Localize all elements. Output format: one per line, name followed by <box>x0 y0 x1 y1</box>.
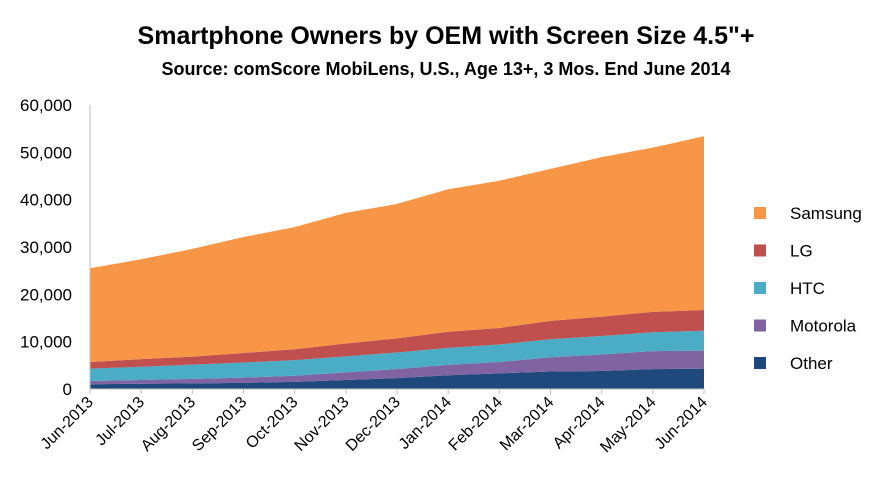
y-tick-label: 40,000 <box>20 191 72 210</box>
y-axis-ticks: 0 10,000 20,000 30,000 40,000 50,000 60,000 <box>20 96 72 399</box>
x-tick-label: May-2014 <box>597 394 659 456</box>
legend-label-samsung: Samsung <box>790 204 862 223</box>
x-tick-label: Feb-2014 <box>446 394 507 455</box>
x-tick-label: Mar-2014 <box>497 394 558 455</box>
area-samsung <box>90 136 704 363</box>
x-tick-label: Sep-2013 <box>189 394 250 455</box>
y-tick-label: 60,000 <box>20 96 72 115</box>
legend-swatch-htc <box>754 282 766 294</box>
y-tick-label: 50,000 <box>20 143 72 162</box>
chart-title: Smartphone Owners by OEM with Screen Siz… <box>138 22 755 50</box>
plot-area <box>90 136 704 389</box>
area-lg <box>90 309 704 369</box>
x-tick-label: Jun-2013 <box>38 394 97 453</box>
y-tick-label: 20,000 <box>20 285 72 304</box>
legend: Samsung LG HTC Motorola Other <box>754 204 862 373</box>
x-axis-ticks: Jun-2013Jul-2013Aug-2013Sep-2013Oct-2013… <box>38 389 711 456</box>
y-tick-label: 0 <box>63 380 72 399</box>
area-other <box>90 368 704 389</box>
y-tick-label: 10,000 <box>20 333 72 352</box>
legend-swatch-lg <box>754 244 766 257</box>
x-tick-label: Nov-2013 <box>292 394 353 455</box>
legend-label-lg: LG <box>790 242 813 261</box>
area-motorola <box>90 350 704 385</box>
legend-label-other: Other <box>790 354 833 373</box>
y-tick-label: 30,000 <box>20 238 72 257</box>
chart-subtitle: Source: comScore MobiLens, U.S., Age 13+… <box>161 59 730 79</box>
legend-swatch-samsung <box>754 207 766 219</box>
legend-label-motorola: Motorola <box>790 317 857 336</box>
x-tick-label: Dec-2013 <box>343 394 404 455</box>
legend-swatch-motorola <box>754 319 766 332</box>
area-htc <box>90 330 704 381</box>
x-tick-label: Jun-2014 <box>652 394 711 453</box>
legend-swatch-other <box>754 357 766 369</box>
x-tick-label: Aug-2013 <box>138 394 199 455</box>
legend-label-htc: HTC <box>790 279 825 298</box>
